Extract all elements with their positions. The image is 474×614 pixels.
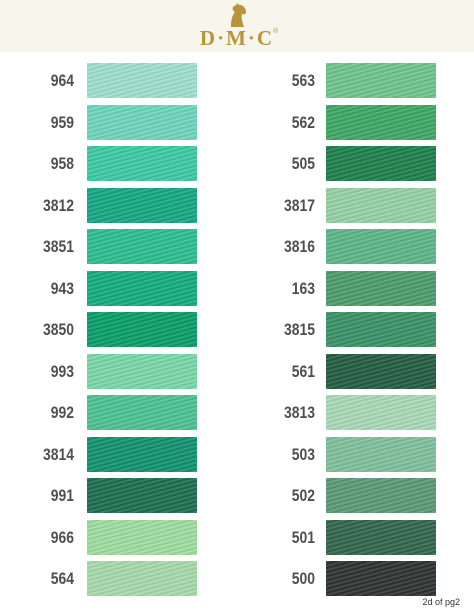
- thread-swatch: [87, 395, 197, 430]
- thread-code: 3851: [42, 237, 74, 256]
- swatch-row: 966: [0, 519, 220, 562]
- thread-swatch: [87, 519, 197, 555]
- thread-swatch: [326, 187, 436, 223]
- swatch-row: 992: [0, 395, 220, 437]
- thread-code: 561: [291, 361, 315, 381]
- swatch-row: 500: [250, 561, 470, 603]
- swatch-row: 958: [0, 146, 220, 188]
- thread-swatch: [326, 519, 436, 555]
- swatch-row: 3815: [250, 312, 470, 354]
- thread-code: 3850: [42, 320, 74, 339]
- page-note: 2d of pg2: [422, 597, 460, 607]
- swatch-row: 993: [0, 353, 220, 396]
- thread-swatch: [87, 270, 197, 306]
- swatch-row: 501: [250, 519, 470, 562]
- thread-code: 500: [291, 569, 315, 588]
- thread-code: 966: [50, 527, 74, 547]
- thread-code: 3816: [283, 237, 315, 256]
- thread-code: 163: [291, 278, 315, 298]
- thread-code: 3814: [42, 444, 74, 464]
- thread-swatch: [87, 104, 197, 140]
- thread-swatch: [326, 561, 436, 596]
- brand-wordmark: D·M·C: [199, 26, 275, 50]
- swatch-row: 3816: [250, 229, 470, 271]
- thread-swatch: [326, 478, 436, 513]
- thread-swatch: [326, 312, 436, 347]
- swatch-row: 3812: [0, 187, 220, 230]
- thread-code: 3813: [283, 403, 315, 422]
- thread-code: 501: [291, 527, 315, 547]
- swatch-row: 561: [250, 353, 470, 396]
- swatch-row: 503: [250, 436, 470, 479]
- swatch-row: 163: [250, 270, 470, 313]
- thread-swatch: [87, 63, 197, 98]
- thread-swatch: [326, 229, 436, 264]
- thread-code: 991: [50, 486, 74, 505]
- thread-code: 959: [50, 112, 74, 132]
- swatch-row: 943: [0, 270, 220, 313]
- thread-code: 992: [50, 403, 74, 422]
- registered-mark: ®: [273, 28, 279, 35]
- thread-swatch: [87, 436, 197, 472]
- thread-code: 563: [291, 71, 315, 90]
- thread-code: 564: [50, 569, 74, 588]
- thread-swatch: [326, 436, 436, 472]
- horse-head-icon: [231, 3, 246, 28]
- swatch-row: 563: [250, 63, 470, 105]
- swatch-row: 502: [250, 478, 470, 520]
- swatch-row: 3851: [0, 229, 220, 271]
- dmc-logo: D·M·C ®: [0, 0, 474, 52]
- thread-swatch: [87, 561, 197, 596]
- thread-code: 993: [50, 361, 74, 381]
- swatch-row: 564: [0, 561, 220, 603]
- swatch-row: 964: [0, 63, 220, 105]
- right-swatch-column: 563 562 505 3817 3816 163 3815 561 3813 503 502 501…: [250, 63, 470, 603]
- thread-code: 3812: [42, 195, 74, 215]
- swatch-row: 959: [0, 104, 220, 147]
- thread-code: 503: [291, 444, 315, 464]
- thread-swatch: [87, 353, 197, 389]
- thread-swatch: [87, 229, 197, 264]
- thread-code: 562: [291, 112, 315, 132]
- swatch-row: 3814: [0, 436, 220, 479]
- thread-swatch: [326, 353, 436, 389]
- thread-code: 502: [291, 486, 315, 505]
- thread-swatch: [326, 395, 436, 430]
- thread-swatch: [87, 312, 197, 347]
- thread-swatch: [87, 478, 197, 513]
- swatch-row: 562: [250, 104, 470, 147]
- swatch-row: 991: [0, 478, 220, 520]
- left-swatch-column: 964 959 958 3812 3851 943 3850 993 992 3814 991 966…: [0, 63, 220, 603]
- swatch-row: 3817: [250, 187, 470, 230]
- swatch-row: 3813: [250, 395, 470, 437]
- header-band: D·M·C ®: [0, 0, 474, 52]
- thread-swatch: [326, 63, 436, 98]
- swatch-row: 3850: [0, 312, 220, 354]
- thread-code: 3817: [283, 195, 315, 215]
- thread-code: 505: [291, 154, 315, 173]
- thread-code: 958: [50, 154, 74, 173]
- thread-swatch: [326, 146, 436, 181]
- thread-swatch: [87, 146, 197, 181]
- thread-code: 3815: [283, 320, 315, 339]
- thread-code: 943: [50, 278, 74, 298]
- swatch-row: 505: [250, 146, 470, 188]
- thread-swatch: [326, 270, 436, 306]
- thread-code: 964: [50, 71, 74, 90]
- thread-swatch: [87, 187, 197, 223]
- thread-swatch: [326, 104, 436, 140]
